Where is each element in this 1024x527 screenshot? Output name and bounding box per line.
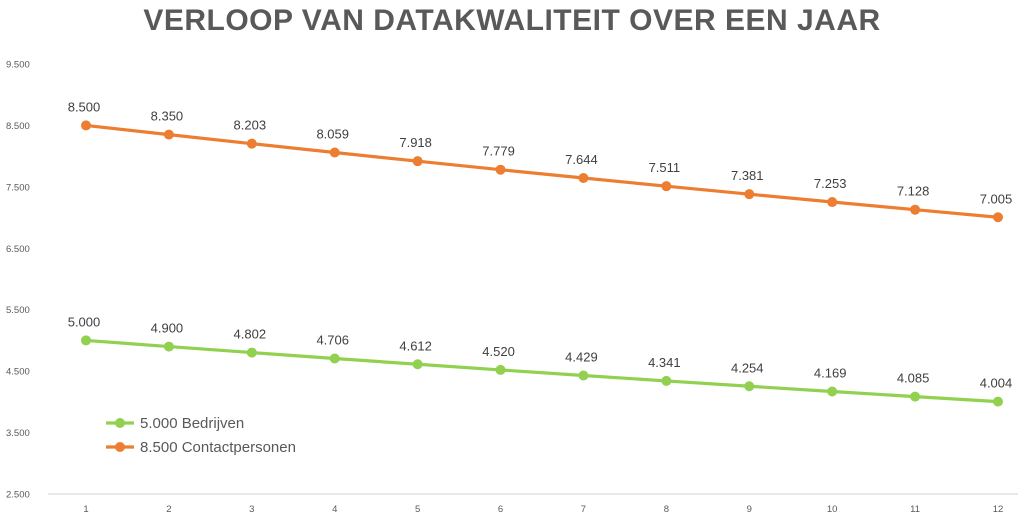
- data-label-layer: 5.000 4.900 4.802 4.706 4.612 4.520 4.429 4.341…: [68, 99, 1013, 390]
- series-line: [85, 123, 999, 219]
- data-label: 7.005: [980, 191, 1013, 206]
- data-label: 8.350: [151, 109, 184, 124]
- legend-label: 8.500 Contactpersonen: [140, 439, 296, 456]
- x-tick-label: 11: [910, 504, 920, 515]
- data-label: 7.128: [897, 184, 930, 199]
- data-point: [744, 189, 755, 200]
- data-label: 4.085: [897, 371, 930, 386]
- axis-layer: 2.500 3.500 4.500 5.500 6.500 7.500 8.500 9.500…: [6, 60, 1018, 515]
- data-point: [578, 173, 589, 184]
- x-tick-label: 9: [747, 504, 752, 515]
- data-label: 4.520: [482, 344, 515, 359]
- data-label: 8.500: [68, 99, 101, 114]
- data-label: 7.644: [565, 152, 598, 167]
- data-point: [910, 204, 921, 215]
- data-point: [495, 164, 506, 175]
- data-point: [246, 347, 257, 358]
- x-tick-label: 3: [249, 504, 254, 515]
- data-label: 7.918: [399, 135, 432, 150]
- data-point: [81, 335, 91, 346]
- data-point: [578, 370, 589, 381]
- data-point: [163, 341, 174, 352]
- x-tick-label: 4: [332, 504, 337, 515]
- data-label: 8.059: [316, 127, 349, 142]
- data-label: 5.000: [68, 314, 101, 329]
- data-label: 7.253: [814, 176, 847, 191]
- legend-label: 5.000 Bedrijven: [140, 415, 244, 432]
- legend-swatch-marker: [115, 442, 125, 452]
- data-point: [412, 359, 423, 370]
- x-tick-label: 5: [415, 504, 420, 515]
- data-label: 4.706: [316, 332, 349, 347]
- y-tick-label: 8.500: [6, 121, 30, 132]
- data-label: 4.169: [814, 365, 847, 380]
- y-tick-label: 5.500: [6, 305, 30, 316]
- data-point: [827, 197, 838, 208]
- data-point: [993, 396, 1003, 407]
- data-label: 4.254: [731, 360, 764, 375]
- data-label: 7.511: [649, 160, 681, 175]
- series-line: [85, 338, 999, 404]
- y-tick-label: 7.500: [6, 182, 30, 193]
- data-label: 7.381: [731, 168, 764, 183]
- series-layer: [81, 120, 1003, 407]
- data-label: 4.900: [151, 321, 184, 336]
- data-label: 4.429: [565, 350, 598, 365]
- y-tick-label: 3.500: [6, 428, 30, 439]
- data-point: [163, 129, 174, 140]
- data-point: [661, 375, 672, 386]
- legend-swatch-marker: [115, 418, 125, 428]
- x-tick-label: 8: [664, 504, 669, 515]
- y-tick-label: 6.500: [6, 244, 30, 255]
- data-label: 4.341: [648, 355, 681, 370]
- y-tick-label: 2.500: [6, 490, 30, 501]
- data-label: 4.004: [980, 376, 1013, 391]
- data-point: [744, 381, 755, 392]
- data-point: [329, 147, 340, 158]
- x-tick-label: 2: [166, 504, 171, 515]
- data-point: [910, 391, 921, 402]
- data-point: [661, 181, 672, 192]
- data-point: [412, 156, 423, 167]
- x-tick-label: 6: [498, 504, 503, 515]
- data-point: [495, 364, 506, 375]
- data-label: 7.779: [482, 144, 515, 159]
- legend: 5.000 Bedrijven 8.500 Contactpersonen: [106, 415, 296, 456]
- y-tick-label: 4.500: [6, 367, 30, 378]
- x-tick-label: 10: [827, 504, 838, 515]
- data-point: [81, 120, 91, 131]
- data-label: 8.203: [234, 118, 267, 133]
- data-point: [246, 138, 257, 149]
- data-label: 4.802: [234, 327, 267, 342]
- data-point: [993, 212, 1003, 223]
- data-point: [329, 353, 340, 364]
- chart-title: VERLOOP VAN DATAKWALITEIT OVER EEN JAAR: [143, 4, 881, 37]
- x-tick-label: 1: [83, 504, 88, 515]
- x-tick-label: 7: [581, 504, 586, 515]
- y-tick-label: 9.500: [6, 60, 30, 71]
- x-tick-label: 12: [993, 504, 1004, 515]
- data-label: 4.612: [399, 338, 432, 353]
- data-point: [827, 386, 838, 397]
